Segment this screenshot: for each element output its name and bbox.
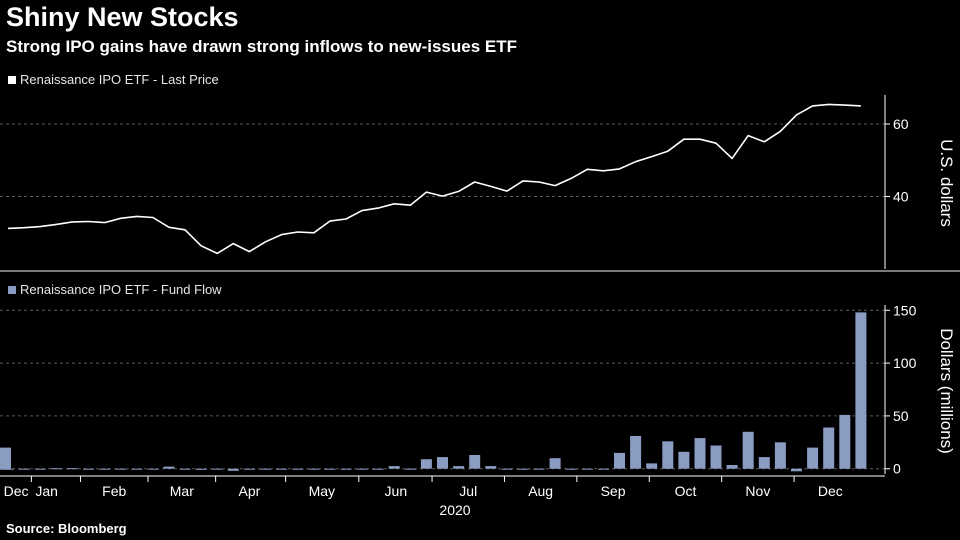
- flow-bar: [179, 468, 191, 470]
- price-panel: 40 60: [0, 95, 909, 269]
- price-line: [7, 103, 861, 255]
- flow-bar: [66, 468, 78, 470]
- x-tick-label: Mar: [170, 483, 194, 499]
- price-y-tick-label: 40: [893, 189, 909, 205]
- flow-bar: [83, 468, 94, 470]
- flow-bar: [758, 457, 770, 469]
- x-tick-label: Sep: [601, 483, 626, 499]
- flow-bar: [742, 431, 754, 469]
- flow-bar: [485, 466, 497, 469]
- x-tick-label: Jan: [35, 483, 58, 499]
- flow-y-axis-label: Dollars (millions): [937, 328, 956, 454]
- flow-bar: [372, 468, 384, 470]
- flow-bar: [50, 468, 62, 470]
- flow-bar: [260, 468, 271, 470]
- x-tick-label: Jul: [459, 483, 477, 499]
- flow-bar: [453, 466, 465, 469]
- flow-bar: [694, 438, 706, 469]
- year-label: 2020: [439, 502, 470, 518]
- flow-bar: [115, 468, 127, 470]
- flow-y-tick-label: 150: [893, 302, 917, 318]
- flow-bar: [581, 468, 593, 470]
- flow-bar: [678, 451, 690, 469]
- flow-bar: [839, 414, 851, 469]
- flow-bar: [807, 447, 819, 469]
- flow-bar: [34, 468, 46, 470]
- flow-bar: [356, 468, 368, 470]
- flow-legend: Renaissance IPO ETF - Fund Flow: [8, 282, 222, 297]
- flow-bar: [131, 468, 143, 470]
- flow-bar: [0, 468, 11, 470]
- flow-bar: [420, 459, 432, 469]
- flow-bar: [501, 468, 513, 470]
- flow-legend-label: Renaissance IPO ETF - Fund Flow: [20, 282, 222, 297]
- flow-bar: [533, 468, 545, 470]
- price-legend-label: Renaissance IPO ETF - Last Price: [20, 72, 219, 87]
- flow-bar: [308, 468, 320, 470]
- price-legend-swatch: [8, 75, 16, 84]
- flow-bar: [774, 442, 786, 469]
- flow-bar: [18, 468, 30, 470]
- flow-bar: [823, 427, 835, 469]
- flow-bar: [726, 465, 738, 469]
- x-tick-label: Nov: [745, 483, 770, 499]
- flow-bar: [437, 457, 448, 469]
- flow-bar: [630, 436, 642, 469]
- flow-bar: [276, 468, 288, 470]
- flow-bar: [324, 468, 336, 470]
- flow-y-tick-label: 0: [893, 461, 901, 477]
- flow-bar: [147, 468, 159, 470]
- flow-bar: [517, 468, 529, 470]
- flow-bar: [292, 468, 304, 470]
- flow-bar: [791, 468, 802, 472]
- flow-legend-swatch: [8, 285, 16, 294]
- flow-bar: [662, 441, 674, 469]
- flow-panel: 0 50 100 150: [0, 302, 917, 477]
- x-tick-label: Apr: [239, 483, 261, 499]
- x-tick-label: Feb: [102, 483, 126, 499]
- flow-bar: [404, 468, 416, 470]
- flow-bar: [597, 468, 609, 470]
- flow-bar: [99, 468, 111, 470]
- flow-bar: [340, 468, 352, 470]
- x-tick-label: May: [309, 483, 335, 499]
- price-y-axis-label: U.S. dollars: [937, 139, 956, 227]
- x-tick-label: Jun: [385, 483, 408, 499]
- flow-bar: [646, 463, 658, 469]
- flow-bar: [388, 466, 400, 469]
- flow-bar: [163, 466, 175, 469]
- chart-title: Shiny New Stocks: [6, 2, 239, 32]
- x-tick-label: Aug: [528, 483, 553, 499]
- source-note: Source: Bloomberg: [6, 521, 127, 536]
- flow-bar: [855, 312, 867, 469]
- price-legend: Renaissance IPO ETF - Last Price: [8, 72, 219, 87]
- flow-y-tick-label: 50: [893, 408, 909, 424]
- chart-subtitle: Strong IPO gains have drawn strong inflo…: [6, 37, 518, 56]
- x-tick-label: Dec: [818, 483, 843, 499]
- flow-bar: [211, 468, 223, 470]
- flow-bar: [469, 455, 481, 469]
- flow-bar: [565, 468, 577, 470]
- flow-bar: [195, 468, 207, 470]
- x-tick-label: Dec: [4, 483, 29, 499]
- x-axis: Dec Jan Feb Mar Apr May Jun Jul Aug Sep Oct Nov Dec: [0, 475, 885, 499]
- flow-bar: [243, 468, 255, 470]
- flow-bar: [614, 452, 625, 469]
- flow-y-tick-label: 100: [893, 355, 917, 371]
- flow-bar: [227, 468, 239, 471]
- flow-bar: [710, 445, 722, 469]
- x-tick-label: Oct: [675, 483, 697, 499]
- price-y-tick-label: 60: [893, 116, 909, 132]
- flow-bar: [0, 447, 11, 469]
- flow-bar: [549, 458, 561, 469]
